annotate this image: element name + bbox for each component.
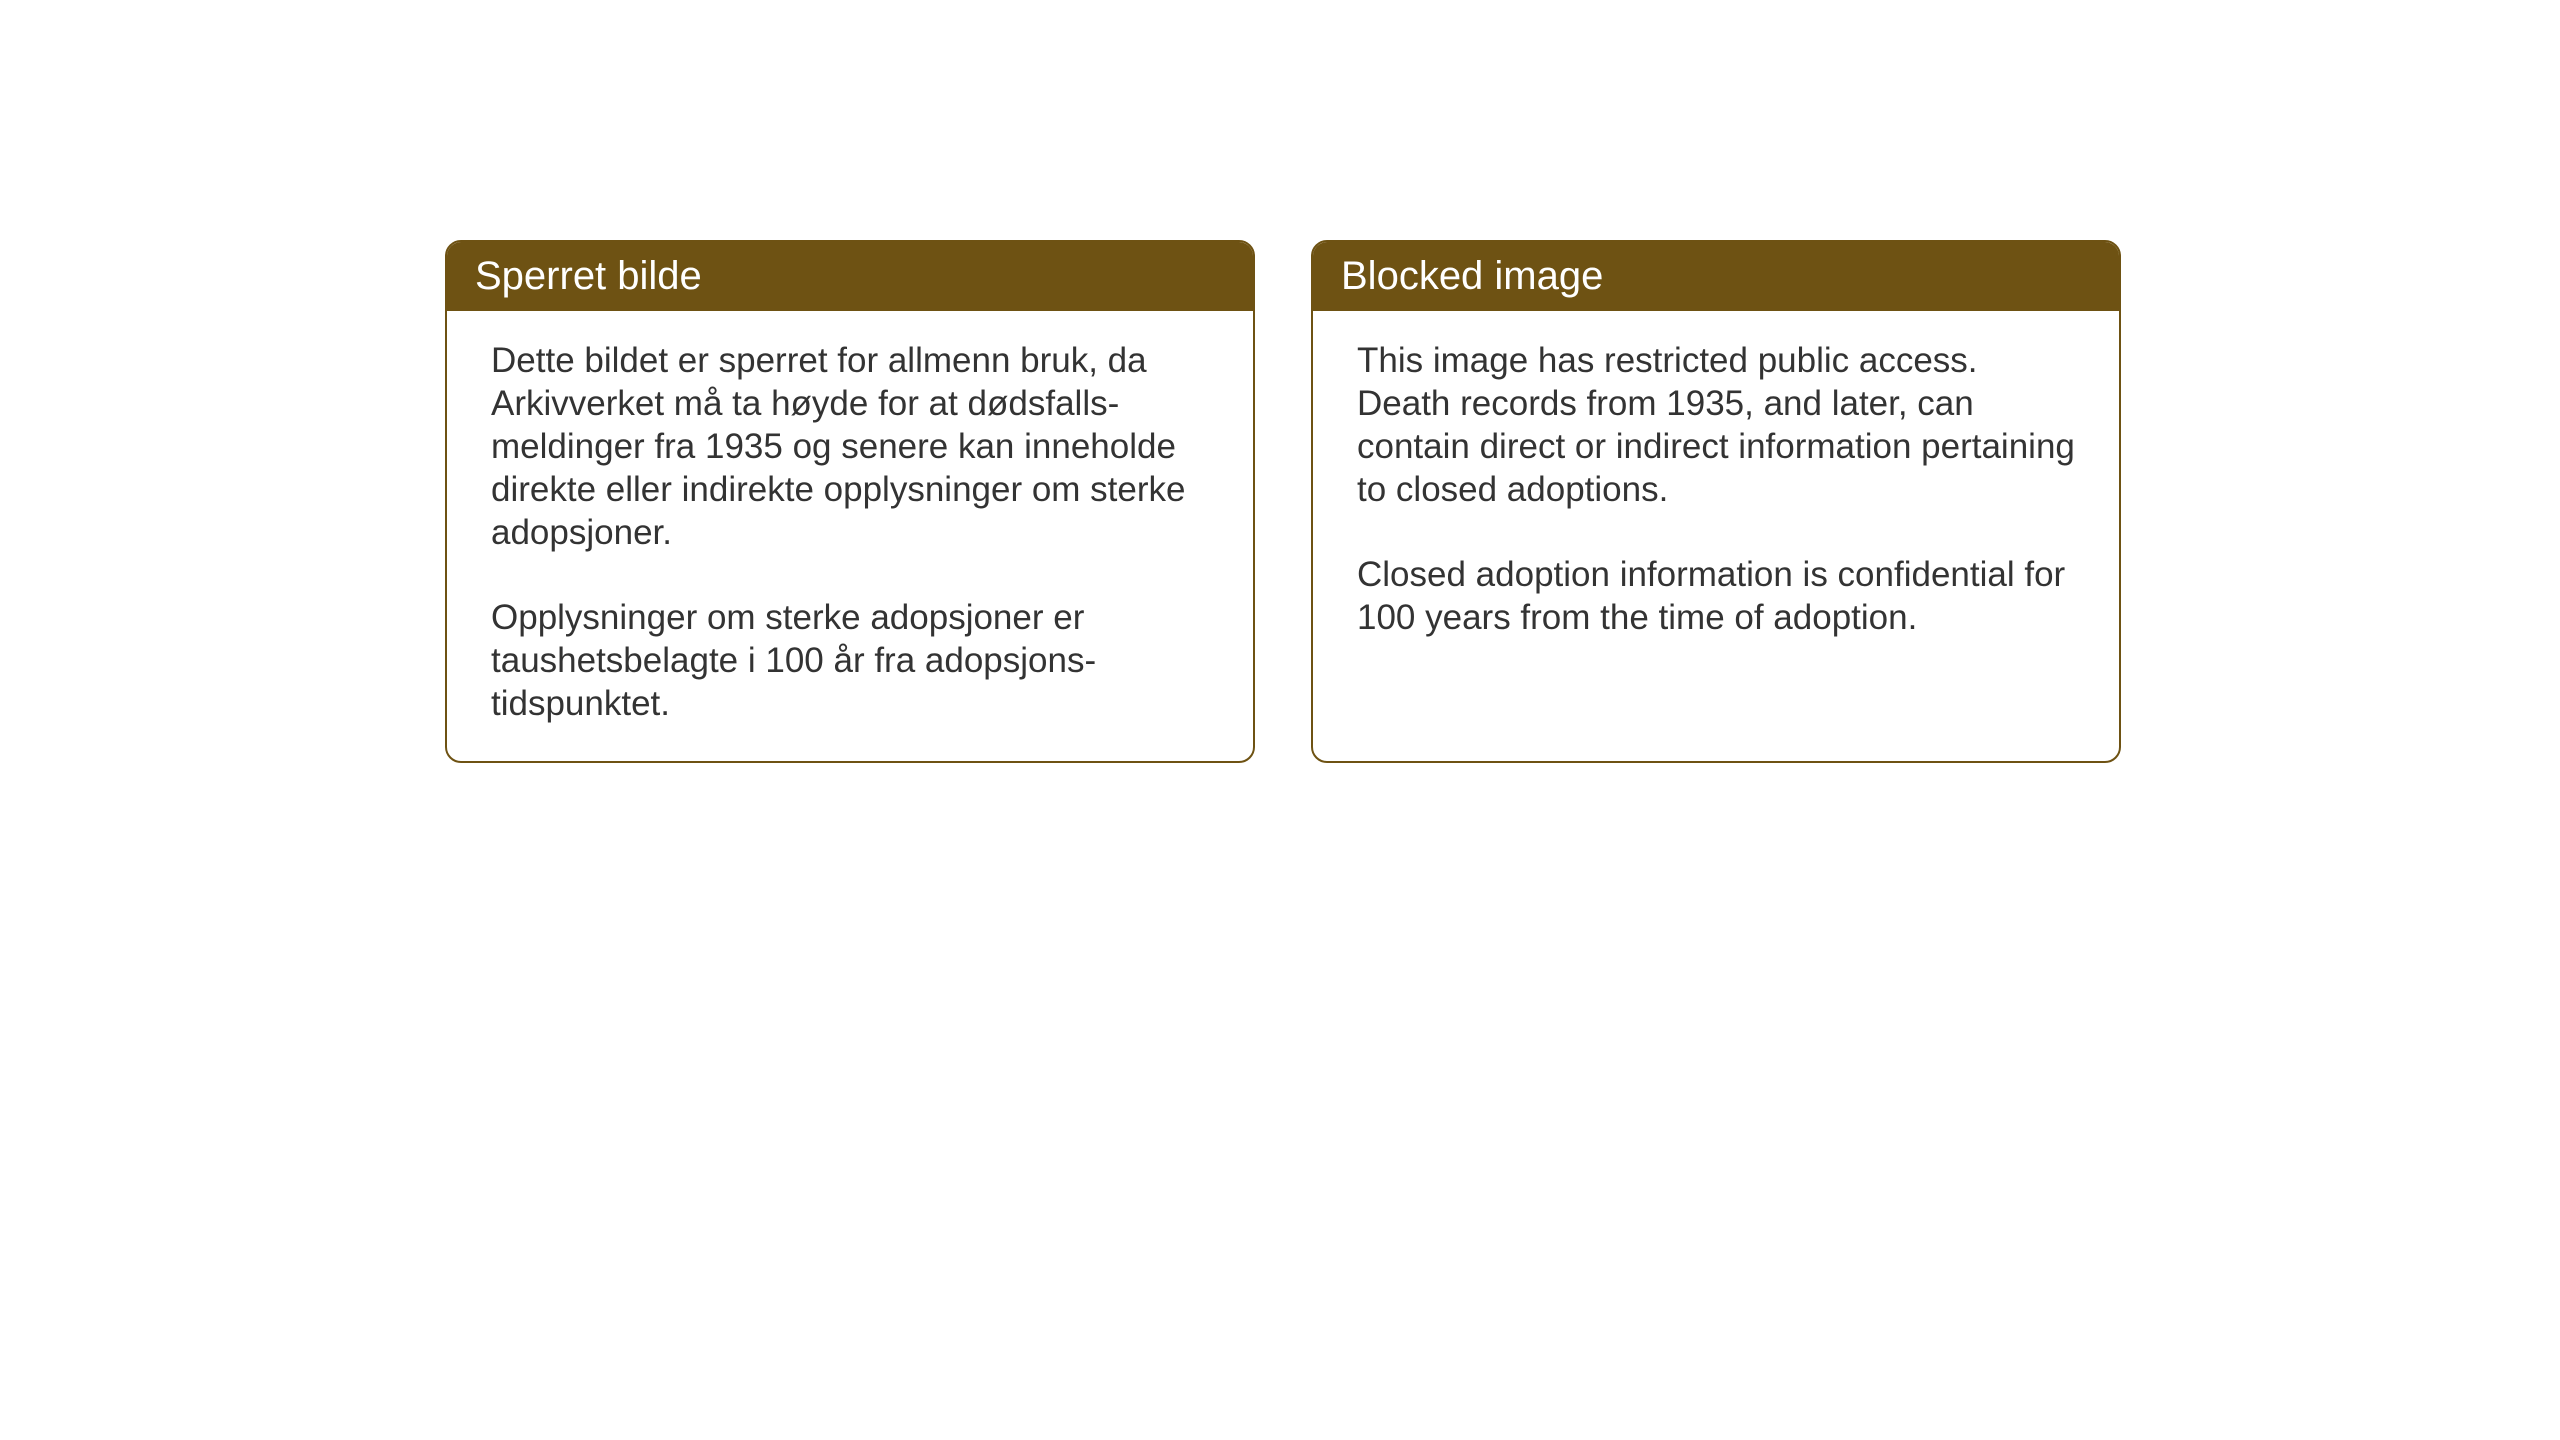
norwegian-card-title: Sperret bilde [475, 254, 702, 298]
english-card-header: Blocked image [1313, 242, 2119, 311]
english-paragraph-2: Closed adoption information is confident… [1357, 553, 2075, 639]
norwegian-card: Sperret bilde Dette bildet er sperret fo… [445, 240, 1255, 763]
english-card: Blocked image This image has restricted … [1311, 240, 2121, 763]
norwegian-card-header: Sperret bilde [447, 242, 1253, 311]
norwegian-paragraph-2: Opplysninger om sterke adopsjoner er tau… [491, 596, 1209, 725]
norwegian-card-body: Dette bildet er sperret for allmenn bruk… [447, 311, 1253, 761]
notice-container: Sperret bilde Dette bildet er sperret fo… [445, 240, 2121, 763]
english-paragraph-1: This image has restricted public access.… [1357, 339, 2075, 511]
english-card-title: Blocked image [1341, 254, 1603, 298]
norwegian-paragraph-1: Dette bildet er sperret for allmenn bruk… [491, 339, 1209, 554]
english-card-body: This image has restricted public access.… [1313, 311, 2119, 751]
